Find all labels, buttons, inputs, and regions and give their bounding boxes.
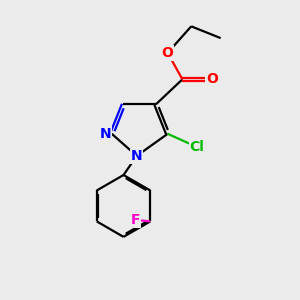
Text: O: O (206, 72, 218, 86)
Text: F: F (131, 213, 140, 227)
Text: N: N (131, 149, 142, 164)
Text: O: O (162, 46, 174, 60)
Text: Cl: Cl (190, 140, 205, 154)
Text: N: N (100, 127, 112, 141)
